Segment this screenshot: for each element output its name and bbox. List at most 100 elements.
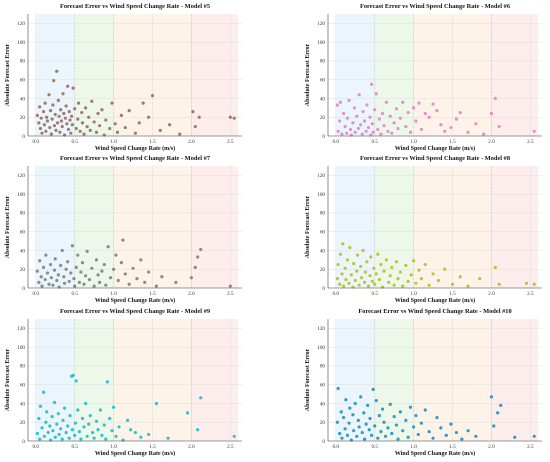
data-point [392, 415, 396, 419]
data-point [419, 421, 423, 425]
data-point [110, 429, 114, 433]
data-point [376, 436, 380, 440]
y-tick-label: 0 [322, 439, 325, 445]
data-point [191, 110, 195, 114]
y-axis-label: Absolute Forecast Error [305, 195, 311, 258]
data-point [80, 416, 85, 421]
data-point [359, 276, 364, 280]
x-tick-label: 2.5 [227, 139, 234, 145]
data-point [68, 414, 72, 418]
x-tick-label: 2.0 [488, 139, 495, 145]
data-point [371, 130, 375, 134]
data-point [74, 126, 78, 131]
data-point [435, 415, 439, 420]
data-point [40, 426, 44, 430]
data-point [73, 421, 78, 425]
data-point [335, 420, 339, 424]
data-point [60, 248, 64, 253]
data-point [338, 119, 342, 123]
data-point [466, 429, 470, 433]
data-point [423, 111, 427, 116]
data-point [497, 282, 501, 286]
data-point [85, 125, 89, 129]
data-point [196, 255, 200, 259]
chart-title: Forecast Error vs Wind Speed Change Rate… [60, 155, 211, 162]
y-tick-label: 100 [17, 192, 25, 198]
data-point [436, 278, 441, 283]
data-point [38, 404, 43, 408]
data-point [401, 429, 405, 433]
data-point [343, 125, 347, 129]
data-point [532, 129, 536, 133]
data-point [37, 280, 41, 284]
data-point [408, 130, 413, 134]
data-point [374, 272, 378, 276]
data-point [52, 268, 57, 272]
y-tick-label: 60 [320, 229, 326, 235]
y-tick-label: 20 [320, 267, 326, 273]
data-point [492, 424, 496, 428]
data-point [58, 130, 62, 134]
y-tick-label: 40 [20, 401, 26, 407]
shaded-band-2 [74, 14, 114, 136]
data-point [340, 436, 344, 440]
data-point [444, 433, 448, 437]
data-point [489, 111, 494, 116]
data-point [497, 125, 501, 129]
y-tick-label: 60 [20, 77, 26, 83]
chart-title: Forecast Error vs Wind Speed Change Rate… [358, 308, 511, 315]
data-point [356, 126, 360, 131]
shaded-band-2 [374, 166, 414, 288]
chart-title: Forecast Error vs Wind Speed Change Rate… [360, 155, 510, 162]
data-point [377, 117, 381, 121]
data-point [147, 115, 151, 119]
x-tick-label: 2.0 [188, 139, 195, 145]
data-point [114, 434, 118, 438]
data-point [482, 132, 486, 136]
data-point [51, 103, 55, 107]
data-point [76, 253, 80, 257]
data-point [61, 92, 65, 96]
data-point [199, 396, 203, 400]
data-point [369, 433, 374, 437]
x-tick-label: 1.5 [149, 291, 156, 297]
data-point [119, 261, 123, 265]
data-point [61, 418, 65, 422]
x-tick-label: 0.5 [71, 291, 78, 297]
data-point [370, 279, 374, 284]
data-point [35, 431, 39, 436]
data-point [62, 281, 67, 285]
data-point [392, 121, 396, 125]
data-point [478, 277, 482, 281]
data-point [351, 121, 355, 125]
x-tick-label: 0.0 [333, 444, 340, 450]
data-point [356, 418, 360, 422]
data-point [90, 266, 94, 270]
data-point [35, 269, 39, 273]
data-point [59, 263, 63, 268]
data-point [376, 252, 380, 256]
x-tick-label: 0.0 [333, 139, 340, 145]
data-point [466, 130, 470, 134]
data-point [344, 277, 348, 282]
y-tick-label: 80 [320, 211, 326, 217]
data-point [427, 115, 431, 119]
y-tick-label: 20 [320, 115, 326, 121]
data-point [83, 106, 88, 110]
data-point [384, 100, 388, 104]
data-point [44, 420, 48, 424]
data-point [355, 114, 359, 118]
x-tick-label: 2.5 [227, 291, 234, 297]
scatter-panel-6: 0 20 40 60 80 100 120 0.0 0.5 1.0 1.5 2.0 2.5 Forecas… [300, 305, 550, 457]
data-point [168, 123, 172, 127]
data-point [80, 121, 85, 125]
data-point [59, 108, 63, 112]
data-point [380, 111, 385, 116]
data-point [345, 258, 350, 262]
data-point [386, 426, 390, 430]
data-point [348, 406, 352, 410]
data-point [338, 431, 342, 436]
data-point [94, 258, 99, 262]
data-point [345, 131, 349, 135]
data-point [96, 111, 100, 116]
